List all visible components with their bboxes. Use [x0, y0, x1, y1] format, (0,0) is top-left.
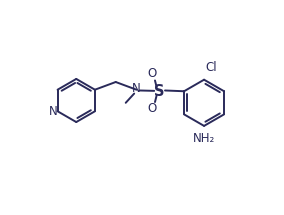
- Text: O: O: [147, 67, 156, 80]
- Text: N: N: [49, 105, 58, 118]
- Text: NH₂: NH₂: [193, 132, 215, 145]
- Text: S: S: [154, 84, 165, 99]
- Text: N: N: [132, 82, 141, 95]
- Text: Cl: Cl: [206, 61, 217, 74]
- Text: O: O: [147, 103, 156, 115]
